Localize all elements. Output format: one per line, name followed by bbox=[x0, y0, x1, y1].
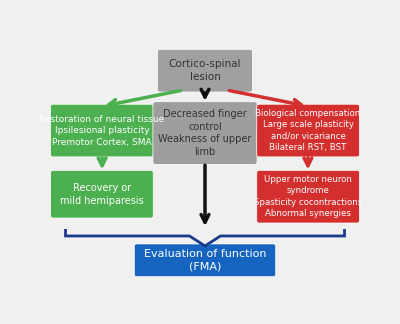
Text: Cortico-spinal
lesion: Cortico-spinal lesion bbox=[169, 59, 241, 82]
FancyBboxPatch shape bbox=[257, 170, 359, 223]
FancyBboxPatch shape bbox=[51, 104, 153, 157]
Text: Decreased finger
control
Weakness of upper
limb: Decreased finger control Weakness of upp… bbox=[158, 109, 252, 157]
Text: Evaluation of function
(FMA): Evaluation of function (FMA) bbox=[144, 249, 266, 272]
Text: Biological compensation
Large scale plasticity
and/or vicariance
Bilateral RST, : Biological compensation Large scale plas… bbox=[256, 109, 361, 152]
Text: Recovery or
mild hemiparesis: Recovery or mild hemiparesis bbox=[60, 183, 144, 206]
FancyBboxPatch shape bbox=[51, 170, 153, 218]
Text: Upper motor neuron
syndrome
Spasticity cocontractions
Abnormal synergies: Upper motor neuron syndrome Spasticity c… bbox=[254, 175, 362, 218]
Text: Restoration of neural tissue
Ipsilesional plasticity
Premotor Cortex, SMA: Restoration of neural tissue Ipsilesiona… bbox=[39, 115, 164, 146]
FancyBboxPatch shape bbox=[257, 104, 359, 157]
FancyBboxPatch shape bbox=[153, 102, 257, 164]
FancyBboxPatch shape bbox=[134, 244, 276, 277]
FancyBboxPatch shape bbox=[158, 49, 252, 92]
